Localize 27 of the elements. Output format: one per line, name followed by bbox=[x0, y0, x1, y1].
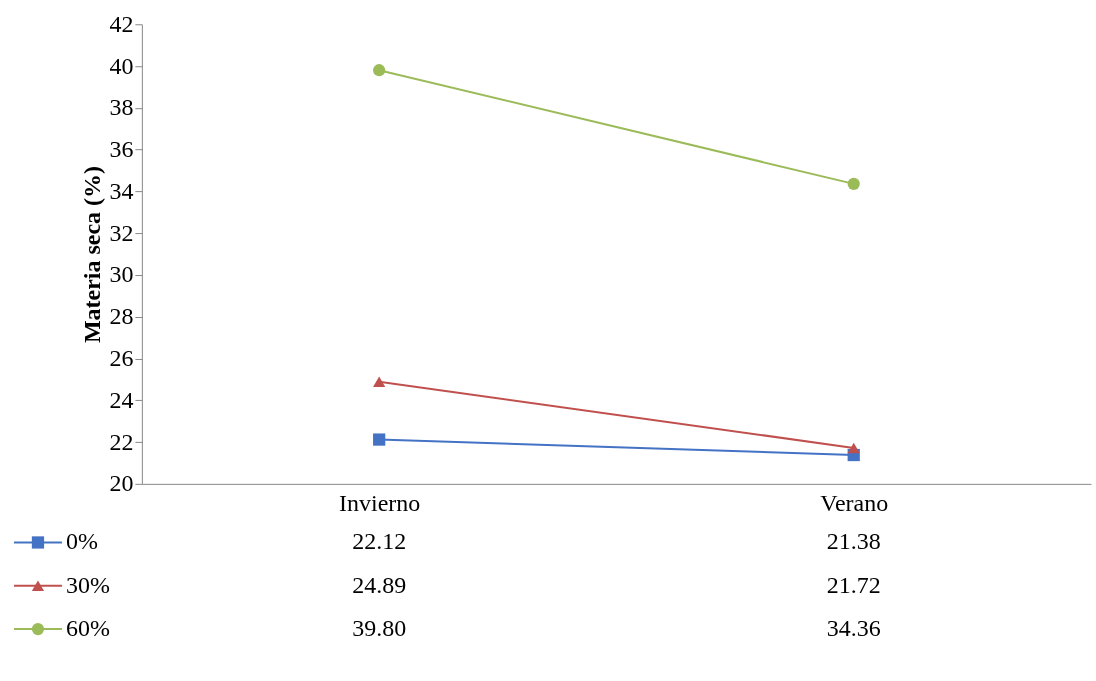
y-tick-label: 32 bbox=[109, 219, 134, 246]
y-tick-label: 38 bbox=[109, 94, 134, 121]
y-tick-label: 26 bbox=[109, 345, 134, 372]
point bbox=[373, 433, 386, 446]
data-label: 21.38 bbox=[826, 528, 881, 555]
y-tick-label: 24 bbox=[109, 386, 134, 413]
data-label: 34.36 bbox=[826, 615, 881, 642]
legend-label: 0% bbox=[65, 528, 98, 555]
y-tick-label: 22 bbox=[109, 428, 134, 455]
y-tick-label: 40 bbox=[109, 52, 134, 79]
point bbox=[847, 177, 860, 190]
x-tick-label: Invierno bbox=[339, 490, 421, 517]
data-label: 21.72 bbox=[826, 571, 881, 598]
x-tick-label: Verano bbox=[820, 490, 889, 517]
y-axis-title: Materia seca (%) bbox=[79, 166, 106, 344]
y-tick-label: 20 bbox=[109, 470, 134, 497]
legend-label: 60% bbox=[65, 615, 110, 642]
y-tick-label: 30 bbox=[109, 261, 134, 288]
y-tick-label: 28 bbox=[109, 303, 134, 330]
y-tick-label: 34 bbox=[109, 177, 134, 204]
legend-label: 30% bbox=[65, 571, 110, 598]
data-label: 24.89 bbox=[352, 571, 407, 598]
point bbox=[373, 64, 386, 77]
data-label: 39.80 bbox=[352, 615, 407, 642]
y-tick-label: 36 bbox=[109, 136, 134, 163]
data-label: 22.12 bbox=[352, 528, 407, 555]
y-tick-label: 42 bbox=[109, 10, 134, 37]
